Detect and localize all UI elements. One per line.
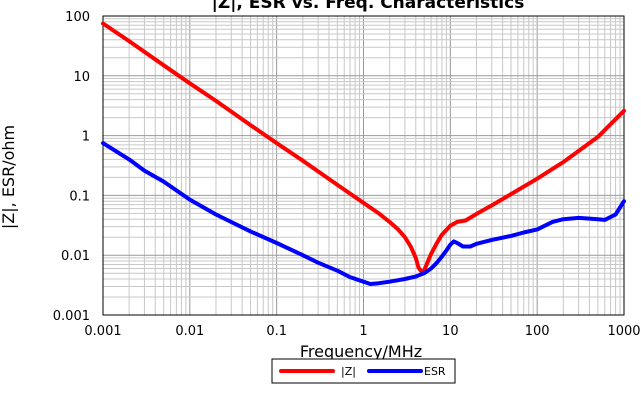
tick-labels: 0.001 0.01 0.1 1 10 100 1000 0.001 0.01 0.1 1 10 100 xyxy=(53,10,641,339)
y-tick-label: 100 xyxy=(65,10,90,25)
x-tick-label: 1 xyxy=(359,324,367,339)
y-axis-label: |Z|, ESR/ohm xyxy=(0,125,18,229)
x-tick-label: 0.01 xyxy=(175,324,204,339)
grid xyxy=(102,15,625,316)
y-tick-label: 0.001 xyxy=(53,309,90,324)
y-tick-label: 1 xyxy=(82,130,90,145)
y-tick-label: 0.1 xyxy=(69,189,90,204)
chart-title: |Z|, ESR vs. Freq. Characteristics xyxy=(212,0,525,13)
y-tick-label: 0.01 xyxy=(61,249,90,264)
x-tick-label: 0.001 xyxy=(84,324,121,339)
x-tick-label: 0.1 xyxy=(266,324,287,339)
legend-label-z: |Z| xyxy=(341,365,356,378)
legend-label-esr: ESR xyxy=(424,365,446,378)
x-tick-label: 1000 xyxy=(607,324,640,339)
legend: |Z| ESR xyxy=(271,358,456,384)
y-tick-label: 10 xyxy=(73,70,90,85)
x-tick-label: 10 xyxy=(442,324,459,339)
plot-frame xyxy=(102,15,625,316)
x-tick-label: 100 xyxy=(525,324,550,339)
series-line-esr xyxy=(101,141,626,286)
series-lines xyxy=(101,21,626,286)
series-line-z xyxy=(101,21,626,275)
x-axis-label: Frequency/MHz xyxy=(300,342,422,361)
